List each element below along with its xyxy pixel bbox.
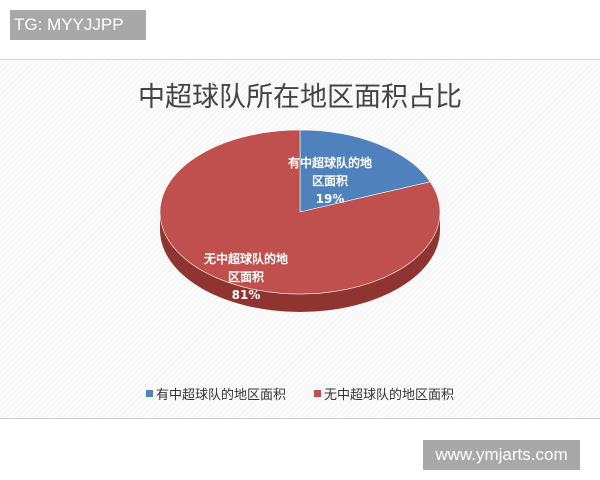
data-label-0-line2: 区面积 — [312, 173, 348, 188]
data-label-1-line2: 区面积 — [228, 269, 264, 284]
legend-item-0: 有中超球队的地区面积 — [145, 384, 286, 403]
data-label-0-line1: 有中超球队的地 — [288, 155, 372, 170]
legend-item-1: 无中超球队的地区面积 — [314, 384, 454, 403]
legend-swatch-red — [314, 390, 321, 397]
watermark-bottom: www.ymjarts.com — [423, 440, 580, 470]
pie-slice-0 — [299, 129, 431, 213]
data-label-0-value: 19% — [316, 192, 345, 206]
data-label-1-line1: 无中超球队的地 — [203, 251, 288, 266]
legend-label-0: 有中超球队的地区面积 — [155, 388, 286, 403]
legend-swatch-blue — [145, 390, 153, 397]
data-label-1-value: 81% — [232, 288, 261, 302]
legend-label-1: 无中超球队的地区面积 — [324, 388, 455, 403]
pie-slice-1 — [159, 129, 441, 295]
watermark-top: TG: MYYJJPP — [10, 10, 146, 40]
chart-title: 中超球队所在地区面积占比 — [138, 82, 462, 113]
legend: 有中超球队的地区面积 无中超球队的地区面积 — [0, 384, 600, 403]
pie-side — [160, 212, 440, 312]
